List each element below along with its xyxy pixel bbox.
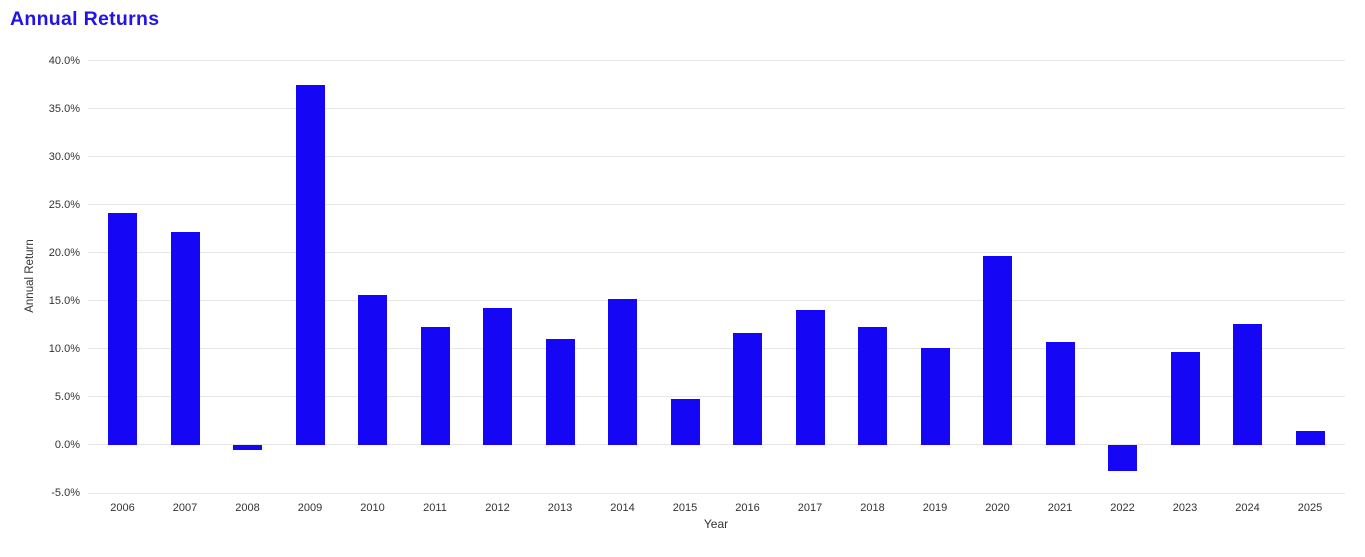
x-axis-tick-label: 2019 — [922, 502, 948, 514]
x-axis-tick-label: 2017 — [797, 502, 823, 514]
y-axis-tick-label: 25.0% — [48, 198, 80, 211]
x-axis-tick-label: 2011 — [423, 502, 447, 514]
x-axis-tick-label: 2009 — [297, 502, 323, 514]
bar-2014[interactable] — [608, 298, 637, 445]
bar-2011[interactable] — [420, 326, 450, 445]
bar-2020[interactable] — [983, 255, 1012, 445]
x-axis-tick-label: 2015 — [672, 502, 698, 514]
x-axis-tick-label: 2023 — [1172, 502, 1198, 514]
y-axis-tick-label: 5.0% — [54, 390, 80, 403]
gridline — [88, 252, 1345, 254]
gridline — [88, 492, 1345, 494]
bar-2023[interactable] — [1170, 351, 1200, 445]
gridline — [88, 60, 1345, 61]
bar-2021[interactable] — [1045, 342, 1075, 445]
y-axis-tick-label: 30.0% — [48, 150, 80, 163]
x-axis-tick-label: 2021 — [1047, 502, 1073, 514]
bar-2013[interactable] — [545, 339, 575, 445]
x-axis-tick-label: 2013 — [547, 502, 573, 514]
bar-2025[interactable] — [1295, 430, 1325, 445]
x-axis-tick-label: 2022 — [1110, 502, 1135, 514]
bar-2024[interactable] — [1233, 323, 1262, 445]
x-axis-tick-label: 2025 — [1297, 502, 1323, 514]
gridline — [88, 156, 1345, 158]
bar-2012[interactable] — [483, 308, 512, 445]
gridline — [88, 444, 1345, 446]
y-axis-tick-label: 10.0% — [48, 342, 80, 355]
y-axis-tick-label: 40.0% — [48, 54, 80, 67]
bar-2022[interactable] — [1108, 444, 1137, 471]
x-axis-tick-label: 2012 — [485, 502, 510, 514]
x-axis-tick-label: 2006 — [110, 502, 135, 514]
bar-2018[interactable] — [858, 326, 887, 445]
y-axis-tick-label: -5.0% — [51, 487, 80, 499]
y-axis-tick-label: 35.0% — [48, 102, 80, 115]
x-axis-tick-label: 2018 — [860, 502, 885, 514]
x-axis-tick-label: 2008 — [235, 502, 260, 514]
bar-2010[interactable] — [358, 295, 387, 445]
chart-title: Annual Returns — [10, 8, 160, 30]
bar-2016[interactable] — [733, 333, 762, 445]
x-axis-tick-label: 2007 — [172, 502, 198, 514]
x-axis-tick-label: 2020 — [985, 502, 1010, 514]
gridline — [88, 108, 1345, 110]
y-axis-tick-label: 20.0% — [48, 246, 80, 259]
bar-2009[interactable] — [295, 85, 325, 445]
x-axis-tick-label: 2024 — [1235, 502, 1260, 514]
y-axis-tick-label: 0.0% — [54, 438, 80, 451]
x-axis-tick-label: 2010 — [360, 502, 385, 514]
gridline — [88, 396, 1345, 398]
x-axis-tick-label: 2014 — [610, 502, 635, 514]
gridline — [88, 204, 1345, 206]
bar-2008[interactable] — [233, 444, 262, 450]
bar-2006[interactable] — [108, 213, 137, 445]
bar-2019[interactable] — [920, 347, 950, 445]
y-axis-tick-label: 15.0% — [48, 294, 80, 307]
x-axis-tick-label: 2016 — [735, 502, 760, 514]
bar-2017[interactable] — [795, 310, 825, 445]
gridline — [88, 300, 1345, 302]
bar-2007[interactable] — [170, 231, 200, 445]
gridline — [88, 348, 1345, 350]
x-axis-title: Year — [703, 517, 729, 531]
bar-2015[interactable] — [670, 398, 700, 445]
